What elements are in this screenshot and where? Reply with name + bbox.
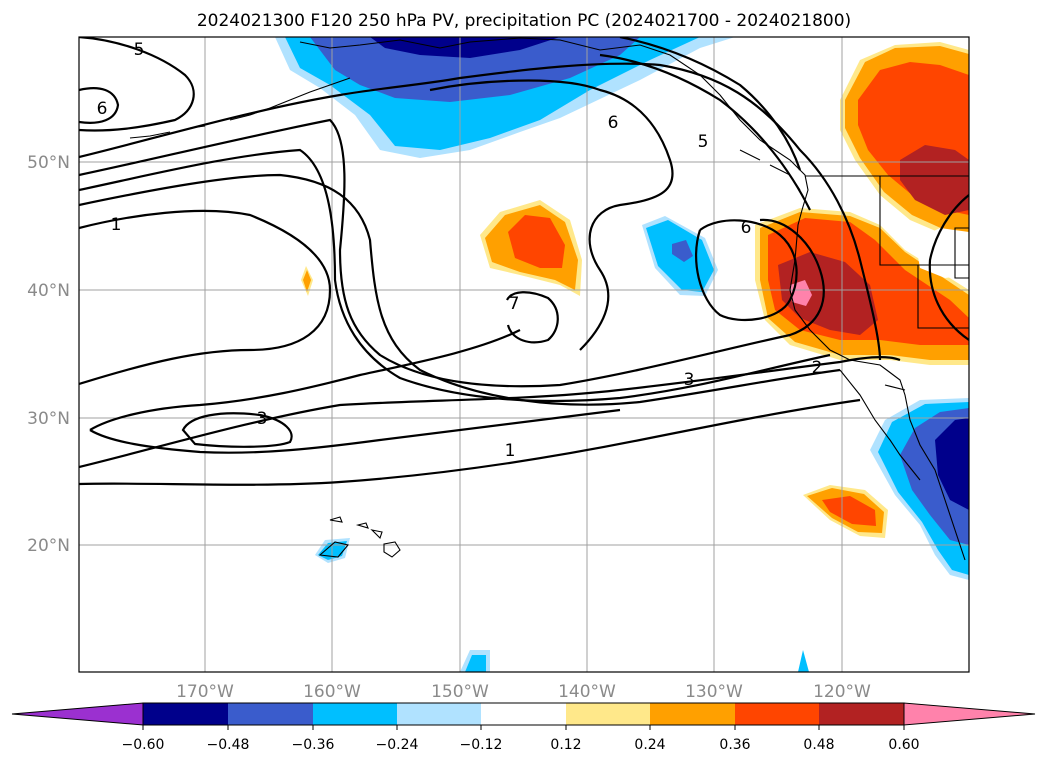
precip-negative-gulf-alaska-navy: [370, 37, 560, 58]
colorbar-tick-label: 0.24: [634, 737, 665, 753]
canada-us-border: [805, 175, 969, 329]
colorbar-bin: [735, 703, 819, 725]
colorbar-ticks: [142, 725, 905, 730]
pv-contour: [695, 219, 798, 322]
pv-contour: [928, 194, 969, 341]
pv-contour: [599, 53, 811, 211]
pv-contour: [79, 62, 882, 361]
precip-positive-baja-red: [822, 496, 876, 526]
colorbar-bin: [481, 703, 566, 725]
alaska-coast: [299, 37, 966, 561]
pv-contour: [429, 79, 674, 351]
map-panel: 5 6 1 3 1 7 6 5 6 3 2: [79, 37, 969, 672]
contour-label: 1: [111, 215, 122, 235]
pv-contours: [79, 37, 969, 486]
colorbar-bin: [566, 703, 650, 725]
longitude-labels: 170°W 160°W 150°W 140°W 130°W 120°W: [176, 682, 871, 702]
pv-contour: [79, 398, 861, 486]
colorbar-tick-label: 0.60: [888, 737, 919, 753]
colorbar-tick-label: −0.60: [122, 737, 165, 753]
precip-negative-mexico-navy: [935, 418, 969, 510]
lon-label: 160°W: [303, 682, 361, 702]
precip-positive-speck-orange: [303, 270, 311, 292]
colorbar-tick-label: −0.48: [207, 737, 250, 753]
contour-label: 6: [97, 99, 108, 119]
colorbar-left-arrow: [11, 702, 144, 726]
lon-label: 120°W: [813, 682, 871, 702]
precip-negative-bottom-1c: [465, 655, 486, 672]
colorbar-bin: [650, 703, 735, 725]
colorbar-tick-label: 0.36: [719, 737, 750, 753]
pv-contour: [181, 412, 293, 448]
pv-contour: [619, 37, 802, 171]
contour-labels: 5 6 1 3 1 7 6 5 6 3 2: [97, 40, 823, 461]
contour-label: 1: [505, 441, 516, 461]
contour-label: 3: [257, 409, 268, 429]
lat-label: 50°N: [27, 153, 70, 173]
pv-contour: [89, 408, 621, 454]
colorbar-tick-label: 0.48: [803, 737, 834, 753]
lon-label: 140°W: [558, 682, 616, 702]
precip-negative-bottom-2: [798, 650, 809, 672]
colorbar-tick-label: 0.12: [550, 737, 581, 753]
pv-contour: [79, 356, 901, 469]
precip-positive-westcoast-darkred: [778, 252, 878, 335]
pv-contour: [89, 329, 521, 431]
colorbar-bin: [819, 703, 904, 725]
pv-contour: [79, 37, 195, 132]
figure-title: 2024021300 F120 250 hPa PV, precipitatio…: [197, 11, 851, 31]
hawaii-islands: [318, 516, 401, 558]
colorbar-tick-label: −0.12: [460, 737, 503, 753]
colorbar-bin: [143, 703, 228, 725]
contour-label: 6: [741, 218, 752, 238]
contour-label: 3: [684, 370, 695, 390]
colorbar-bin: [228, 703, 313, 725]
colorbar-right-arrow: [903, 702, 1036, 726]
colorbar-bin: [397, 703, 481, 725]
precip-negative-gulf-alaska-blue: [310, 37, 640, 102]
colorbar-tick-label: −0.36: [292, 737, 335, 753]
contour-label: 6: [608, 113, 619, 133]
lat-label: 40°N: [27, 281, 70, 301]
pv-contour: [79, 173, 841, 406]
contour-label: 2: [812, 358, 823, 378]
baja-california: [839, 369, 921, 481]
contour-label: 5: [134, 40, 145, 60]
pv-contour: [79, 209, 332, 386]
lon-label: 150°W: [431, 682, 489, 702]
lat-label: 20°N: [27, 536, 70, 556]
contour-label: 7: [509, 294, 520, 314]
lon-label: 130°W: [685, 682, 743, 702]
colorbar-frame: [142, 702, 905, 726]
precip-positive-midpac-red: [508, 215, 565, 268]
lon-label: 170°W: [176, 682, 234, 702]
colorbar: −0.60 −0.48 −0.36 −0.24 −0.12 0.12 0.24 …: [11, 702, 1036, 753]
colorbar-tick-label: −0.24: [376, 737, 419, 753]
latitude-labels: 50°N 40°N 30°N 20°N: [27, 153, 70, 556]
colorbar-bin: [313, 703, 397, 725]
pv-contour: [506, 291, 559, 344]
map-frame: [78, 36, 970, 673]
pv-contour: [79, 148, 831, 403]
gridlines: [79, 37, 969, 672]
precip-negative-135w-blue: [672, 240, 693, 262]
contour-label: 5: [698, 132, 709, 152]
lat-label: 30°N: [27, 409, 70, 429]
pv-contour: [79, 87, 120, 124]
